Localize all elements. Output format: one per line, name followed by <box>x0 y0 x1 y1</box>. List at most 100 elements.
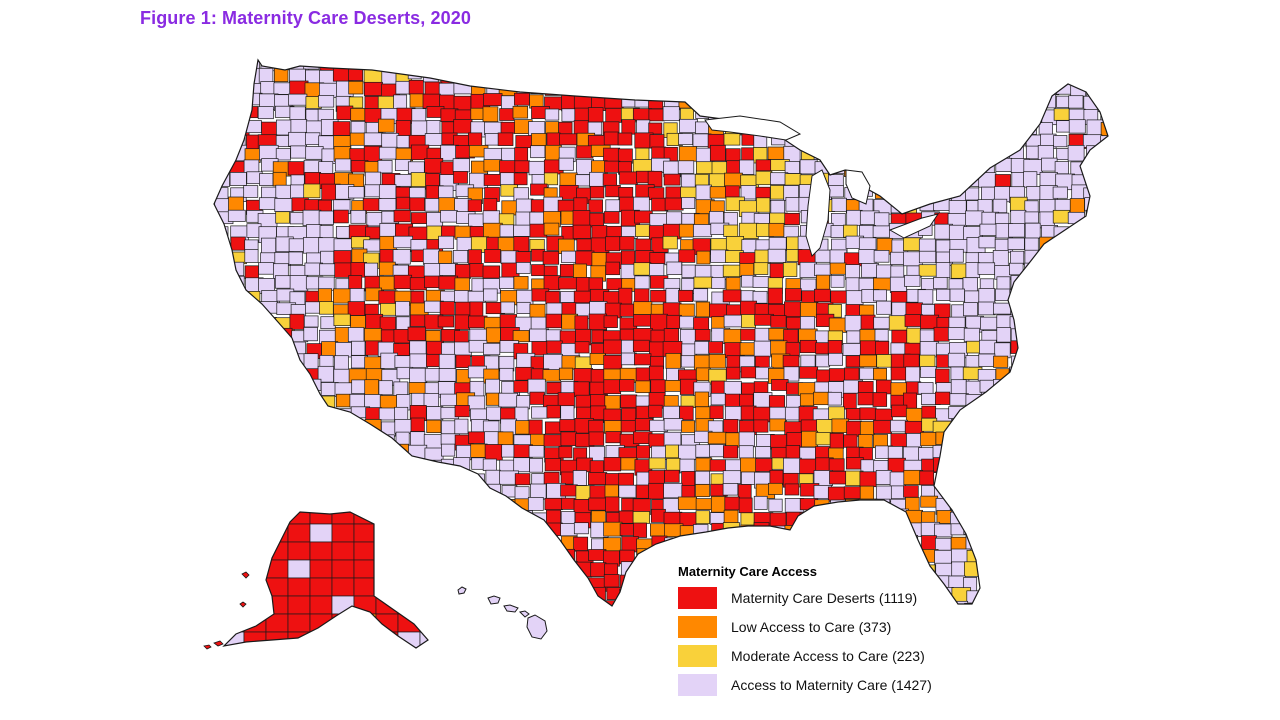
county-cell <box>799 393 815 407</box>
county-cell <box>769 418 786 432</box>
county-cell <box>1023 535 1039 548</box>
county-cell <box>890 196 911 214</box>
county-cell <box>872 392 888 407</box>
alaska-borough-cell <box>375 577 399 597</box>
county-cell <box>455 66 470 83</box>
county-cell <box>393 60 412 73</box>
county-cell <box>288 485 306 500</box>
county-cell <box>260 419 275 432</box>
county-cell <box>275 405 291 422</box>
county-cell <box>846 537 867 550</box>
county-cell <box>678 81 696 98</box>
alaska-borough-cell <box>375 559 399 579</box>
county-cell <box>951 135 968 151</box>
county-cell <box>619 196 635 212</box>
county-cell <box>1055 394 1072 408</box>
legend-swatch-access <box>678 674 717 696</box>
county-cell <box>1055 574 1070 590</box>
county-cell <box>214 92 216 106</box>
county-cell <box>979 339 997 355</box>
county-cell <box>410 575 428 592</box>
county-cell <box>441 420 456 435</box>
county-cell <box>815 60 833 69</box>
county-cell <box>468 431 487 444</box>
county-cell <box>274 353 293 369</box>
county-cell <box>785 445 801 460</box>
county-cell <box>752 290 768 304</box>
county-cell <box>287 161 305 176</box>
county-cell <box>1083 496 1102 513</box>
county-cell <box>740 300 757 316</box>
county-cell <box>591 614 609 629</box>
county-cell <box>215 432 236 447</box>
county-cell <box>528 419 543 436</box>
alaska-borough-cell <box>243 577 267 597</box>
alaska-borough-cell <box>200 650 222 668</box>
county-cell <box>453 496 472 509</box>
county-cell <box>619 379 635 392</box>
alaska-borough-cell <box>200 614 222 632</box>
county-cell <box>485 327 501 344</box>
county-cell <box>921 60 938 69</box>
county-cell <box>438 589 456 603</box>
county-cell <box>1115 278 1132 289</box>
county-cell <box>709 186 728 199</box>
county-cell <box>546 560 563 578</box>
county-cell <box>993 355 1009 368</box>
county-cell <box>618 510 634 524</box>
county-cell <box>411 108 427 123</box>
county-cell <box>648 615 661 630</box>
county-cell <box>439 301 455 316</box>
county-cell <box>891 404 908 418</box>
county-cell <box>798 95 814 112</box>
county-cell <box>770 315 787 328</box>
county-cell <box>873 289 887 302</box>
county-cell <box>1113 604 1132 617</box>
county-cell <box>439 617 453 632</box>
county-cell <box>1055 433 1073 447</box>
county-cell <box>1070 328 1090 344</box>
county-cell <box>424 133 444 146</box>
county-cell <box>619 171 638 185</box>
county-cell <box>395 196 411 210</box>
county-cell <box>935 368 950 385</box>
county-cell <box>891 107 911 123</box>
county-cell <box>1009 512 1028 525</box>
alaska-borough-cell <box>309 595 333 615</box>
county-cell <box>561 302 577 317</box>
county-cell <box>560 405 575 421</box>
county-cell <box>527 497 544 511</box>
county-cell <box>1010 250 1025 265</box>
county-cell <box>845 60 865 69</box>
county-cell <box>767 146 785 160</box>
county-cell <box>349 483 365 501</box>
county-cell <box>708 80 724 96</box>
county-cell <box>1039 236 1058 252</box>
county-cell <box>935 158 955 174</box>
county-cell <box>530 483 547 500</box>
county-cell <box>994 549 1011 563</box>
county-cell <box>1082 524 1099 541</box>
county-cell <box>1024 395 1040 411</box>
county-cell <box>828 174 844 187</box>
county-cell <box>709 444 726 458</box>
county-cell <box>381 574 397 587</box>
county-cell <box>602 83 619 96</box>
county-cell <box>1053 262 1074 275</box>
county-cell <box>437 381 456 396</box>
county-cell <box>588 199 603 213</box>
county-cell <box>725 185 740 198</box>
county-cell <box>244 498 260 514</box>
county-cell <box>1040 538 1058 551</box>
county-cell <box>527 561 545 578</box>
county-cell <box>214 378 215 394</box>
county-cell <box>921 304 937 317</box>
county-cell <box>888 537 906 551</box>
county-cell <box>469 574 486 592</box>
county-cell <box>483 342 501 356</box>
county-cell <box>1069 486 1086 502</box>
county-cell <box>590 368 606 384</box>
county-cell <box>1085 209 1103 223</box>
county-cell <box>244 525 262 542</box>
